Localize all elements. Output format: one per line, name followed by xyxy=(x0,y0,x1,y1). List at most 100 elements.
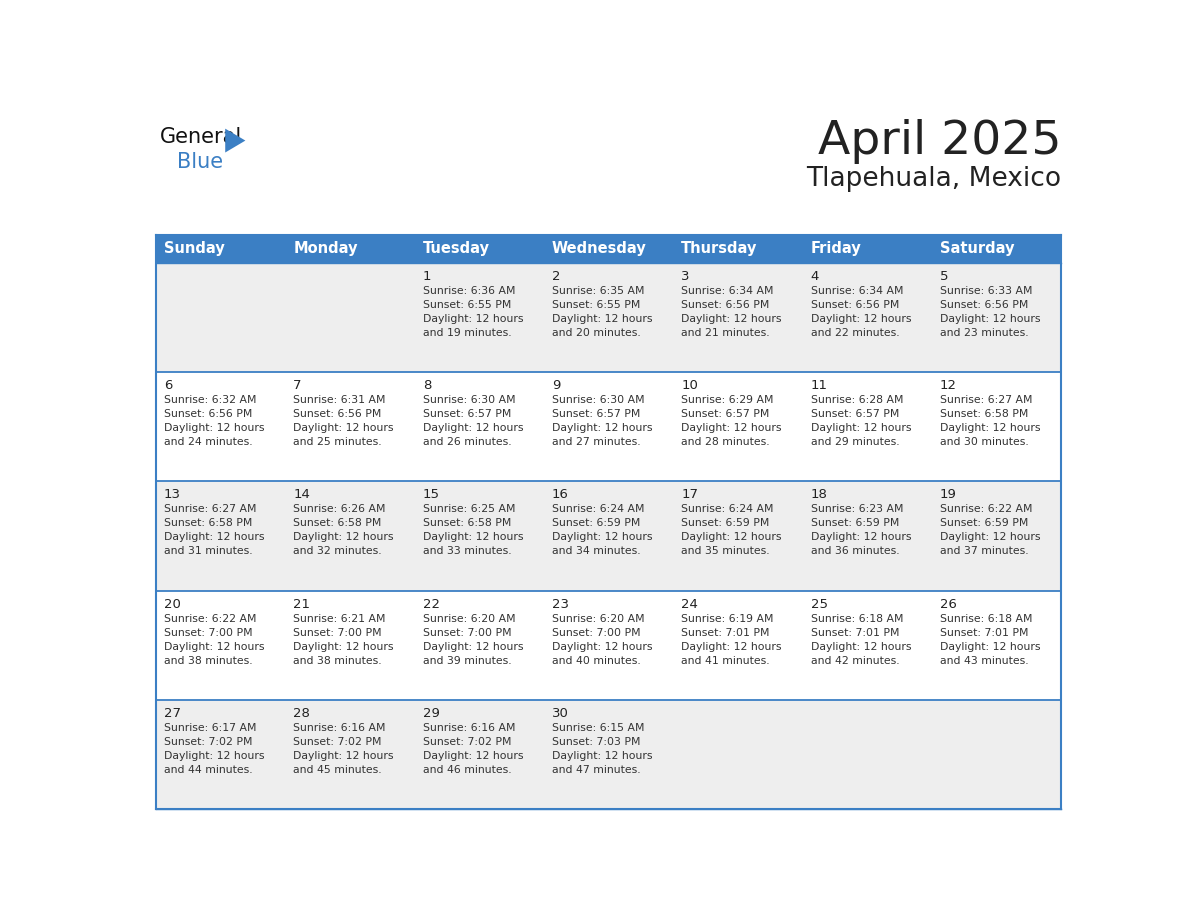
Text: Sunset: 6:58 PM: Sunset: 6:58 PM xyxy=(940,409,1029,420)
Text: Sunrise: 6:36 AM: Sunrise: 6:36 AM xyxy=(423,285,516,296)
Text: Sunset: 6:59 PM: Sunset: 6:59 PM xyxy=(940,519,1029,529)
Text: Tuesday: Tuesday xyxy=(423,241,489,256)
Text: Sunrise: 6:27 AM: Sunrise: 6:27 AM xyxy=(940,395,1032,405)
Text: and 20 minutes.: and 20 minutes. xyxy=(552,328,640,338)
Text: Sunset: 7:02 PM: Sunset: 7:02 PM xyxy=(423,737,511,747)
Text: Daylight: 12 hours: Daylight: 12 hours xyxy=(681,314,782,324)
Text: Daylight: 12 hours: Daylight: 12 hours xyxy=(681,423,782,433)
Text: Daylight: 12 hours: Daylight: 12 hours xyxy=(552,751,652,761)
Text: Daylight: 12 hours: Daylight: 12 hours xyxy=(810,532,911,543)
Text: General: General xyxy=(160,127,242,147)
Text: Sunrise: 6:35 AM: Sunrise: 6:35 AM xyxy=(552,285,644,296)
Text: 3: 3 xyxy=(681,270,690,283)
Text: Sunset: 7:02 PM: Sunset: 7:02 PM xyxy=(293,737,381,747)
Text: Sunset: 7:00 PM: Sunset: 7:00 PM xyxy=(293,628,381,638)
Text: Thursday: Thursday xyxy=(681,241,758,256)
Text: Daylight: 12 hours: Daylight: 12 hours xyxy=(552,532,652,543)
Text: Sunrise: 6:25 AM: Sunrise: 6:25 AM xyxy=(423,504,516,514)
Text: Sunset: 6:56 PM: Sunset: 6:56 PM xyxy=(940,300,1029,309)
Text: Sunset: 7:01 PM: Sunset: 7:01 PM xyxy=(940,628,1029,638)
Text: and 38 minutes.: and 38 minutes. xyxy=(293,655,381,666)
Text: Saturday: Saturday xyxy=(940,241,1015,256)
Text: and 28 minutes.: and 28 minutes. xyxy=(681,437,770,447)
Text: Sunrise: 6:29 AM: Sunrise: 6:29 AM xyxy=(681,395,773,405)
Text: and 31 minutes.: and 31 minutes. xyxy=(164,546,253,556)
Text: and 21 minutes.: and 21 minutes. xyxy=(681,328,770,338)
Text: Sunrise: 6:21 AM: Sunrise: 6:21 AM xyxy=(293,614,386,623)
Text: Sunset: 6:57 PM: Sunset: 6:57 PM xyxy=(681,409,770,420)
Polygon shape xyxy=(226,129,246,152)
Text: Sunset: 6:58 PM: Sunset: 6:58 PM xyxy=(164,519,252,529)
Text: Daylight: 12 hours: Daylight: 12 hours xyxy=(423,314,523,324)
Text: and 46 minutes.: and 46 minutes. xyxy=(423,765,511,775)
Text: and 25 minutes.: and 25 minutes. xyxy=(293,437,381,447)
Text: and 26 minutes.: and 26 minutes. xyxy=(423,437,511,447)
Text: Sunrise: 6:33 AM: Sunrise: 6:33 AM xyxy=(940,285,1032,296)
Text: Sunrise: 6:32 AM: Sunrise: 6:32 AM xyxy=(164,395,257,405)
Text: 18: 18 xyxy=(810,488,828,501)
Text: Sunrise: 6:18 AM: Sunrise: 6:18 AM xyxy=(940,614,1032,623)
Text: Monday: Monday xyxy=(293,241,358,256)
Text: Sunrise: 6:18 AM: Sunrise: 6:18 AM xyxy=(810,614,903,623)
Text: Sunday: Sunday xyxy=(164,241,225,256)
Text: Sunrise: 6:15 AM: Sunrise: 6:15 AM xyxy=(552,723,644,733)
Text: Sunset: 6:56 PM: Sunset: 6:56 PM xyxy=(810,300,899,309)
Text: Sunset: 6:59 PM: Sunset: 6:59 PM xyxy=(681,519,770,529)
Text: 26: 26 xyxy=(940,598,956,610)
Text: Sunrise: 6:23 AM: Sunrise: 6:23 AM xyxy=(810,504,903,514)
Text: Sunset: 6:57 PM: Sunset: 6:57 PM xyxy=(810,409,899,420)
Text: Daylight: 12 hours: Daylight: 12 hours xyxy=(810,423,911,433)
Text: Sunrise: 6:27 AM: Sunrise: 6:27 AM xyxy=(164,504,257,514)
Text: 28: 28 xyxy=(293,707,310,720)
Text: Daylight: 12 hours: Daylight: 12 hours xyxy=(552,423,652,433)
Text: 10: 10 xyxy=(681,379,699,392)
Text: Sunset: 6:56 PM: Sunset: 6:56 PM xyxy=(681,300,770,309)
Text: Daylight: 12 hours: Daylight: 12 hours xyxy=(164,642,265,652)
Text: 23: 23 xyxy=(552,598,569,610)
Text: and 36 minutes.: and 36 minutes. xyxy=(810,546,899,556)
Text: Sunrise: 6:20 AM: Sunrise: 6:20 AM xyxy=(423,614,516,623)
Text: Daylight: 12 hours: Daylight: 12 hours xyxy=(423,642,523,652)
Text: 9: 9 xyxy=(552,379,561,392)
Text: Sunrise: 6:16 AM: Sunrise: 6:16 AM xyxy=(293,723,386,733)
Text: 15: 15 xyxy=(423,488,440,501)
Text: and 19 minutes.: and 19 minutes. xyxy=(423,328,511,338)
Text: and 39 minutes.: and 39 minutes. xyxy=(423,655,511,666)
Text: and 23 minutes.: and 23 minutes. xyxy=(940,328,1029,338)
Text: Sunset: 6:56 PM: Sunset: 6:56 PM xyxy=(293,409,381,420)
Text: and 45 minutes.: and 45 minutes. xyxy=(293,765,381,775)
Text: Sunrise: 6:26 AM: Sunrise: 6:26 AM xyxy=(293,504,386,514)
Text: Daylight: 12 hours: Daylight: 12 hours xyxy=(681,532,782,543)
Text: Daylight: 12 hours: Daylight: 12 hours xyxy=(423,532,523,543)
Text: Daylight: 12 hours: Daylight: 12 hours xyxy=(681,642,782,652)
Text: Daylight: 12 hours: Daylight: 12 hours xyxy=(293,532,393,543)
Text: and 35 minutes.: and 35 minutes. xyxy=(681,546,770,556)
Text: 25: 25 xyxy=(810,598,828,610)
Text: 2: 2 xyxy=(552,270,561,283)
Text: Sunset: 7:01 PM: Sunset: 7:01 PM xyxy=(810,628,899,638)
Text: Sunrise: 6:22 AM: Sunrise: 6:22 AM xyxy=(164,614,257,623)
Bar xyxy=(157,263,1061,372)
Text: Sunrise: 6:17 AM: Sunrise: 6:17 AM xyxy=(164,723,257,733)
Text: and 41 minutes.: and 41 minutes. xyxy=(681,655,770,666)
Text: 16: 16 xyxy=(552,488,569,501)
Text: 22: 22 xyxy=(423,598,440,610)
Text: Sunset: 6:55 PM: Sunset: 6:55 PM xyxy=(552,300,640,309)
Text: Daylight: 12 hours: Daylight: 12 hours xyxy=(940,423,1041,433)
Text: Daylight: 12 hours: Daylight: 12 hours xyxy=(810,642,911,652)
Text: Sunrise: 6:31 AM: Sunrise: 6:31 AM xyxy=(293,395,386,405)
Text: and 44 minutes.: and 44 minutes. xyxy=(164,765,253,775)
Text: Sunset: 7:00 PM: Sunset: 7:00 PM xyxy=(552,628,640,638)
Text: Sunset: 6:57 PM: Sunset: 6:57 PM xyxy=(423,409,511,420)
Text: Sunrise: 6:34 AM: Sunrise: 6:34 AM xyxy=(810,285,903,296)
Text: and 47 minutes.: and 47 minutes. xyxy=(552,765,640,775)
Text: and 30 minutes.: and 30 minutes. xyxy=(940,437,1029,447)
Text: 12: 12 xyxy=(940,379,956,392)
Text: Sunset: 7:03 PM: Sunset: 7:03 PM xyxy=(552,737,640,747)
Text: Sunset: 7:00 PM: Sunset: 7:00 PM xyxy=(164,628,253,638)
Text: and 32 minutes.: and 32 minutes. xyxy=(293,546,381,556)
Text: Daylight: 12 hours: Daylight: 12 hours xyxy=(940,532,1041,543)
Text: Tlapehuala, Mexico: Tlapehuala, Mexico xyxy=(807,165,1061,192)
Text: 8: 8 xyxy=(423,379,431,392)
Text: 20: 20 xyxy=(164,598,181,610)
